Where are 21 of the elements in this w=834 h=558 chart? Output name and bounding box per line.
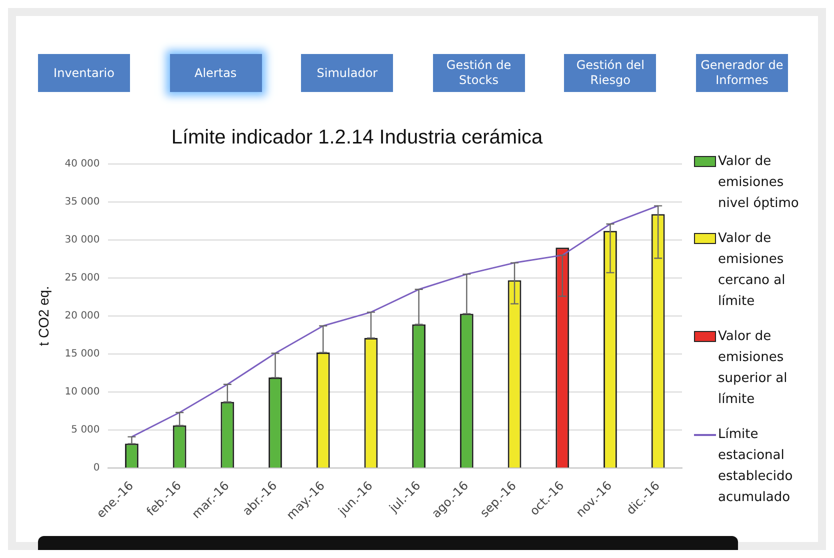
y-tick-label: 10 000 [64, 386, 100, 398]
y-tick-label: 35 000 [64, 196, 100, 208]
legend-label: Valor de emisiones superior al límite [718, 328, 788, 409]
y-tick-label: 40 000 [64, 158, 100, 170]
legend-label: Valor de emisiones cercano al límite [718, 230, 786, 311]
text: Gestión de Stocks [432, 54, 525, 92]
legend-label: Límite estacional establecido acumulado [718, 426, 794, 507]
y-tick-label: 30 000 [64, 234, 100, 246]
text: Inventario [38, 54, 130, 92]
chart-title: Límite indicador 1.2.14 Industria cerámica [171, 126, 544, 149]
text: Simulador [301, 54, 394, 92]
text: Gestión del Riesgo [564, 54, 656, 92]
y-tick-label: 25 000 [64, 272, 100, 284]
text: Generador de Informes [696, 54, 788, 92]
y-tick-label: 20 000 [64, 310, 100, 322]
y-tick-label: 0 [93, 462, 100, 474]
legend-label: Valor de emisiones nivel óptimo [718, 153, 800, 213]
y-axis-title: t CO2 eq. [35, 286, 52, 346]
text: Alertas [170, 54, 262, 92]
y-tick-label: 5 000 [71, 424, 100, 436]
y-tick-label: 15 000 [64, 348, 100, 360]
